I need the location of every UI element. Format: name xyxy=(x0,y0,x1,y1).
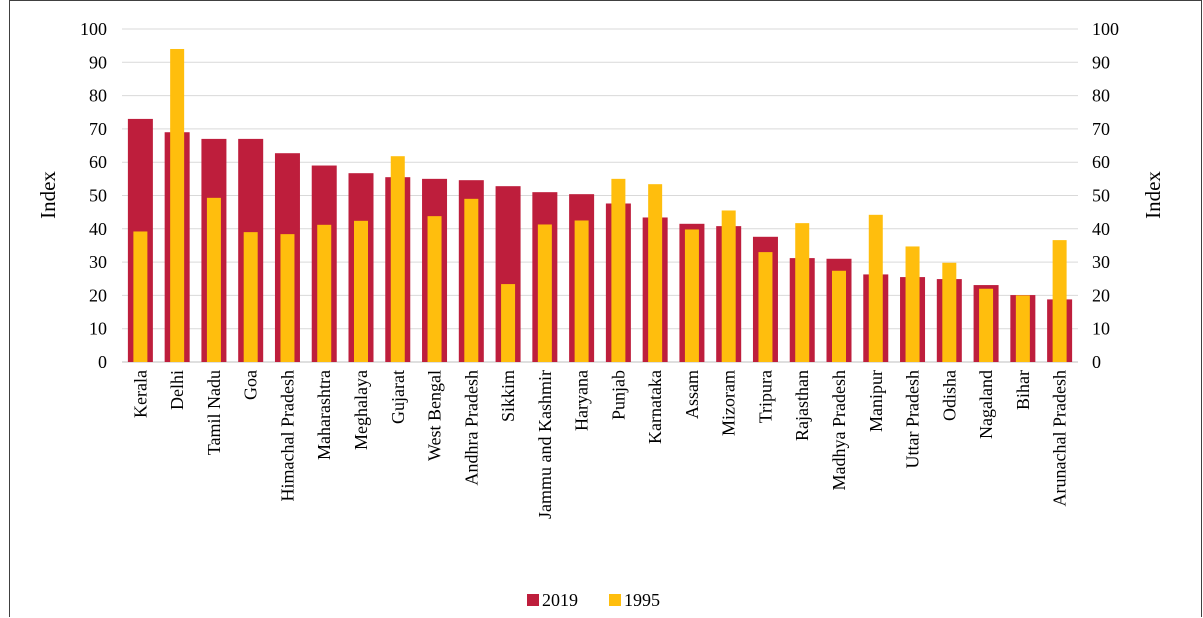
category-label: Sikkim xyxy=(498,370,518,422)
category-labels: Kerala Delhi Tamil Nadu Goa Himachal Pradesh… xyxy=(130,370,1069,519)
bar-1995 xyxy=(206,197,221,362)
y-axis-title-left: Index xyxy=(36,171,60,219)
y-tick-label-right: 80 xyxy=(1092,86,1110,106)
legend-swatch xyxy=(609,594,621,606)
bar-1995 xyxy=(317,224,332,362)
category-label: Assam xyxy=(682,370,702,419)
legend-label: 1995 xyxy=(624,590,660,610)
y-tick-label-right: 100 xyxy=(1092,19,1119,39)
bar-1995 xyxy=(942,262,957,362)
category-label: Kerala xyxy=(130,370,150,418)
bar-1995 xyxy=(427,216,442,362)
chart-frame xyxy=(9,0,1202,617)
category-label: Gujarat xyxy=(388,370,408,424)
bar-1995 xyxy=(758,252,773,362)
y-tick-label-left: 30 xyxy=(89,252,107,272)
y-tick-label-right: 30 xyxy=(1092,252,1110,272)
category-label: Andhra Pradesh xyxy=(461,370,481,485)
bar-1995 xyxy=(648,184,663,362)
bar-1995 xyxy=(832,270,846,362)
y-tick-label-left: 50 xyxy=(89,186,107,206)
bar-1995 xyxy=(243,232,258,362)
category-label: Arunachal Pradesh xyxy=(1050,370,1070,506)
y-tick-label-left: 60 xyxy=(89,152,107,172)
category-label: Nagaland xyxy=(976,370,996,439)
y-tick-label-left: 80 xyxy=(89,86,107,106)
category-label: Himachal Pradesh xyxy=(277,370,297,501)
y-tick-label-right: 50 xyxy=(1092,186,1110,206)
y-tick-label-left: 0 xyxy=(98,352,107,372)
bar-1995 xyxy=(795,223,810,362)
category-label: Haryana xyxy=(572,370,592,431)
bar-1995 xyxy=(574,220,589,362)
y-tick-label-right: 90 xyxy=(1092,52,1110,72)
category-label: Manipur xyxy=(866,370,886,432)
bar-1995 xyxy=(905,246,920,362)
y-tick-label-left: 70 xyxy=(89,119,107,139)
category-label: Madhya Pradesh xyxy=(829,370,849,490)
legend: 2019 1995 xyxy=(527,590,660,610)
y-tick-label-right: 60 xyxy=(1092,152,1110,172)
bar-1995 xyxy=(464,198,479,362)
y-tick-label-left: 20 xyxy=(89,285,107,305)
bar-1995 xyxy=(133,231,148,362)
y-axis-title-right: Index xyxy=(1141,171,1165,219)
right-axis-ticks: 0 10 20 30 40 50 60 70 80 90 100 xyxy=(1092,19,1119,372)
category-label: Maharashtra xyxy=(314,370,334,460)
category-label: Rajasthan xyxy=(792,370,812,441)
bar-1995 xyxy=(1015,295,1030,362)
category-label: West Bengal xyxy=(425,370,445,461)
bar-1995 xyxy=(611,178,626,362)
category-label: Karnataka xyxy=(645,370,665,444)
y-tick-label-left: 40 xyxy=(89,219,107,239)
category-label: Mizoram xyxy=(719,370,739,436)
category-label: Delhi xyxy=(167,370,187,410)
y-tick-label-right: 10 xyxy=(1092,319,1110,339)
category-label: Bihar xyxy=(1013,370,1033,410)
left-axis-ticks: 0 10 20 30 40 50 60 70 80 90 100 xyxy=(80,19,107,372)
category-label: Meghalaya xyxy=(351,370,371,450)
legend-label: 2019 xyxy=(542,590,578,610)
bar-1995 xyxy=(170,48,185,362)
category-label: Odisha xyxy=(939,370,959,421)
bar-1995 xyxy=(1052,240,1067,362)
category-label: Jammu and Kashmir xyxy=(535,370,555,519)
y-tick-label-left: 10 xyxy=(89,319,107,339)
y-tick-label-right: 20 xyxy=(1092,285,1110,305)
category-label: Punjab xyxy=(608,370,628,420)
category-label: Tripura xyxy=(755,370,775,423)
y-tick-label-right: 40 xyxy=(1092,219,1110,239)
y-tick-label-right: 70 xyxy=(1092,119,1110,139)
bar-1995 xyxy=(868,214,883,362)
bar-1995 xyxy=(390,156,405,362)
bar-1995 xyxy=(684,229,699,362)
legend-swatch xyxy=(527,594,539,606)
bar-1995 xyxy=(537,224,552,362)
y-tick-label-left: 100 xyxy=(80,19,107,39)
bar-1995 xyxy=(354,220,368,362)
bars xyxy=(127,48,1073,362)
category-label: Goa xyxy=(241,370,261,400)
gridlines xyxy=(122,28,1078,363)
category-label: Tamil Nadu xyxy=(204,370,224,455)
bar-1995 xyxy=(280,234,295,362)
y-tick-label-left: 90 xyxy=(89,52,107,72)
bar-1995 xyxy=(721,210,736,362)
category-label: Uttar Pradesh xyxy=(903,370,923,468)
y-tick-label-right: 0 xyxy=(1092,352,1101,372)
bar-1995 xyxy=(979,288,994,362)
bar-1995 xyxy=(501,284,516,362)
